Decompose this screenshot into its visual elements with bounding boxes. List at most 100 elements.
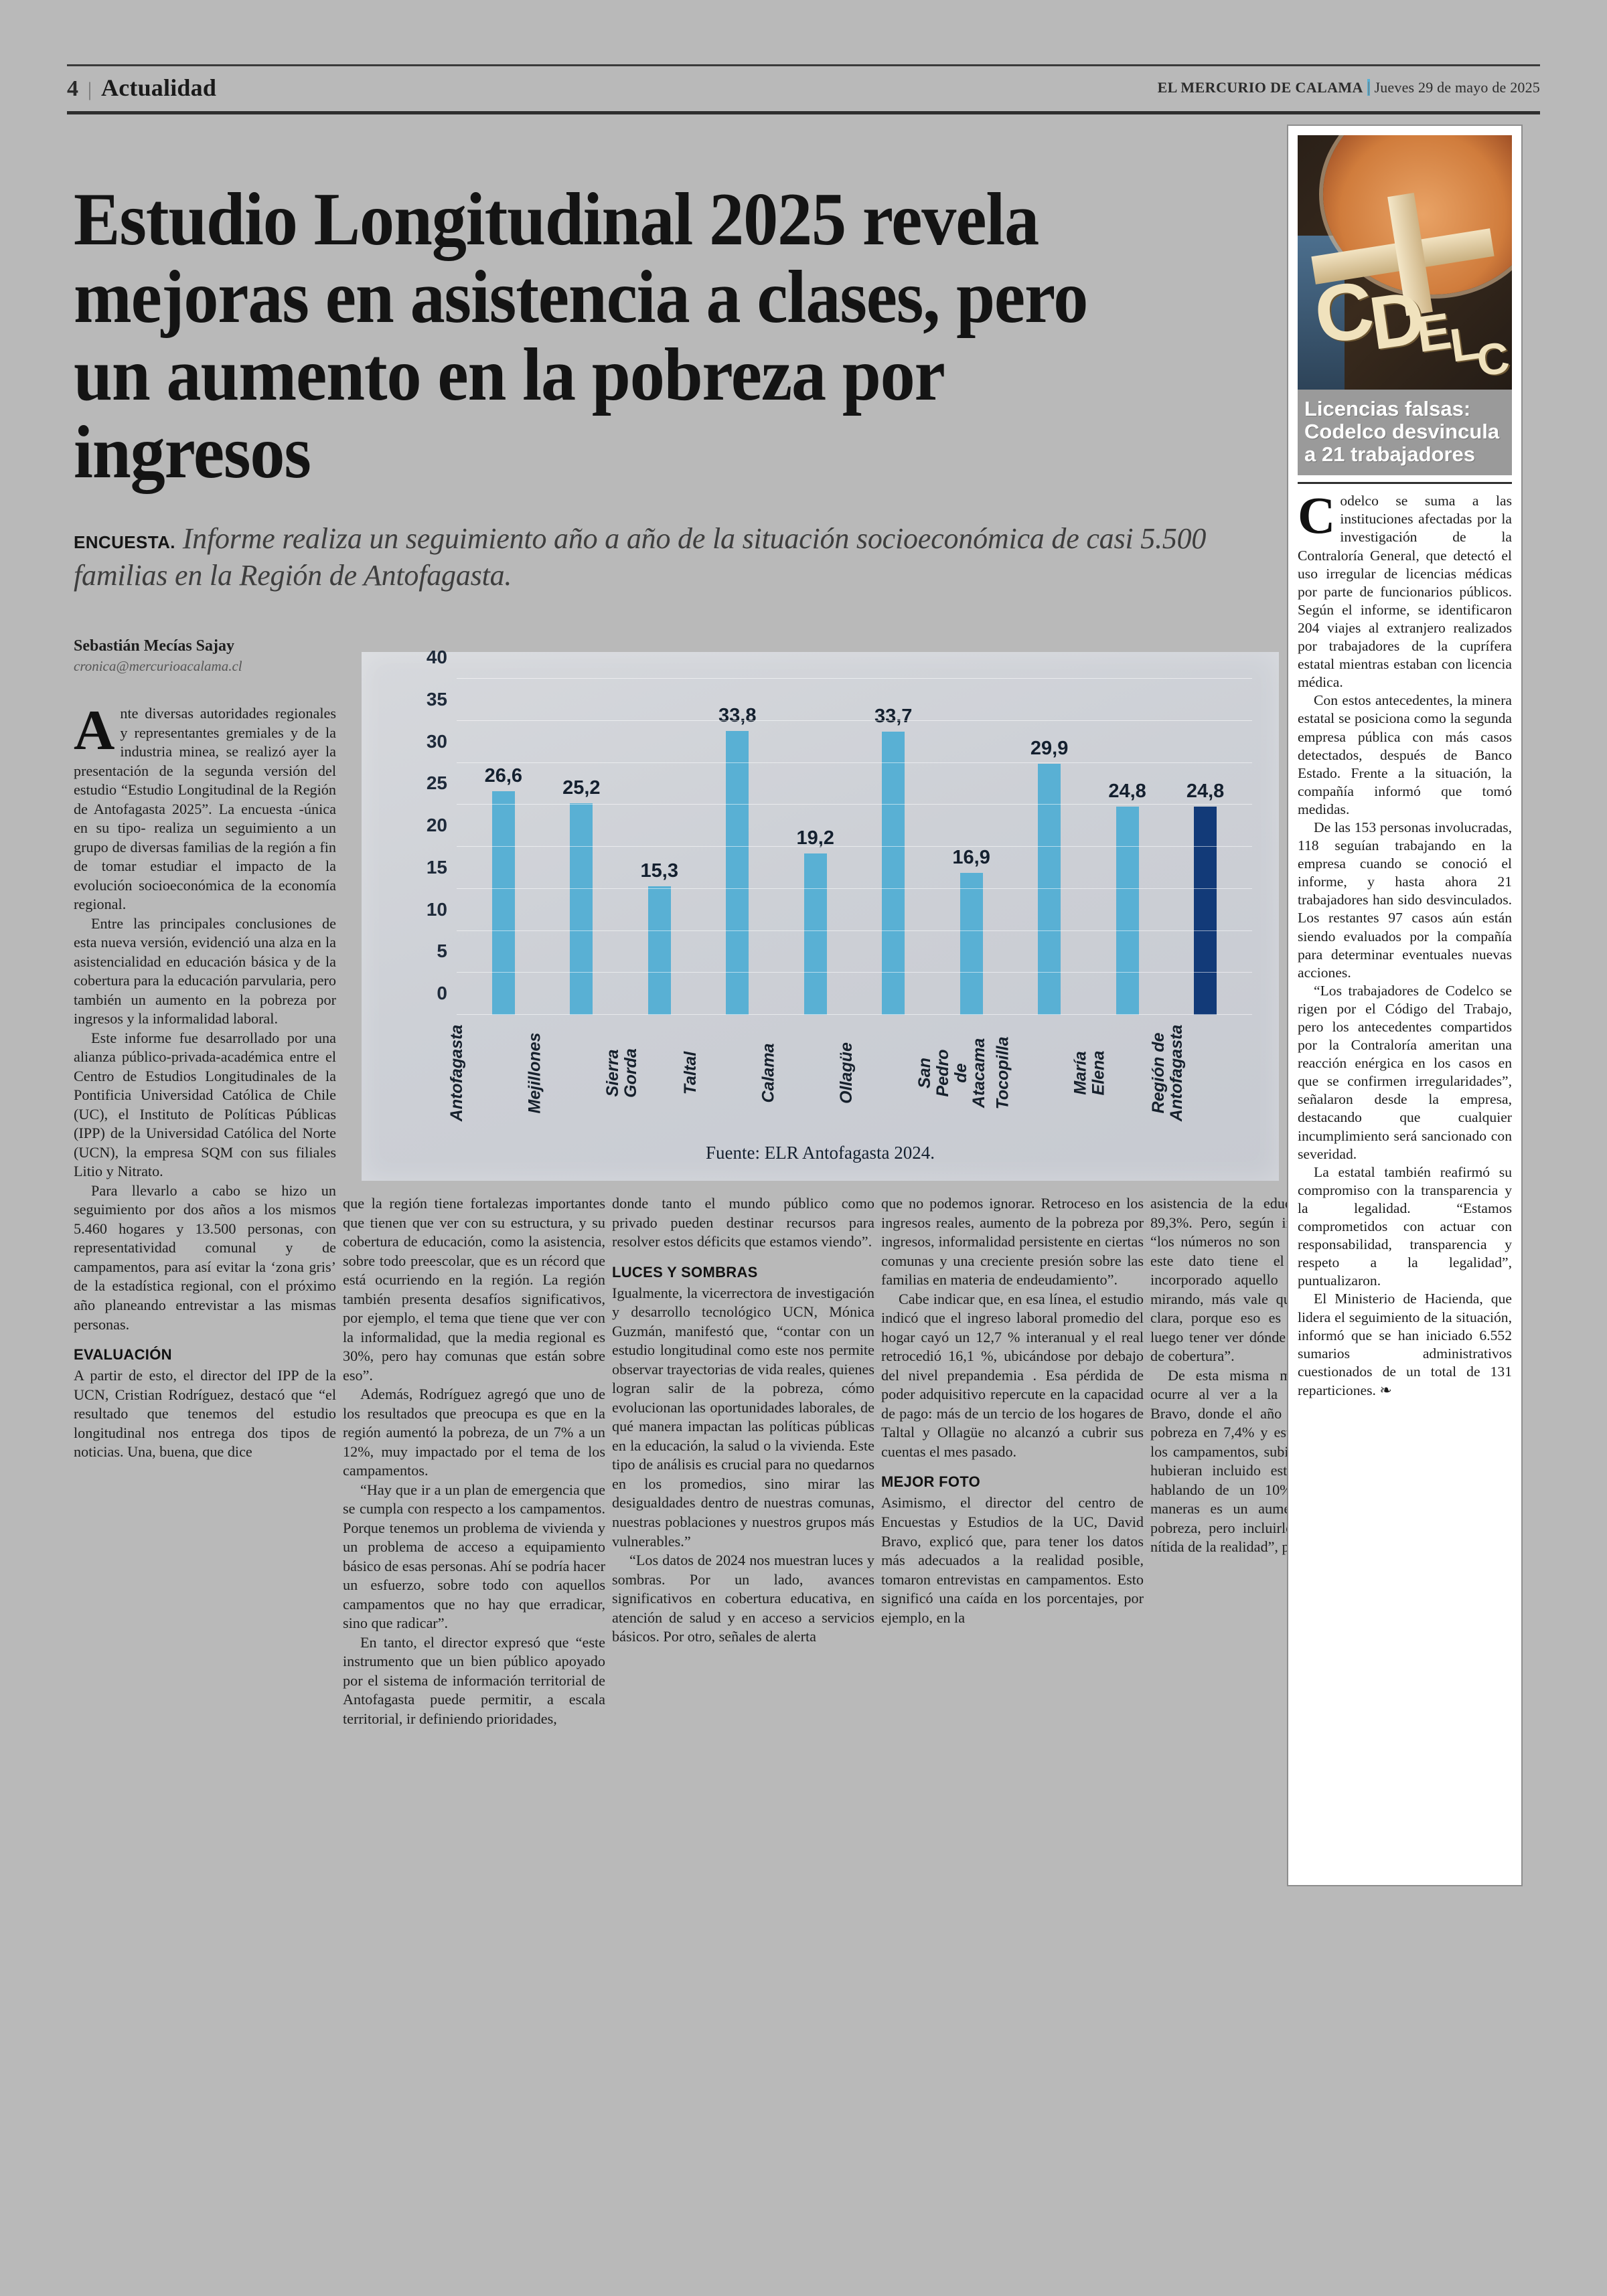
paragraph: Con estos antecedentes, la minera estata… <box>1298 691 1512 819</box>
chart-inner: 26,6 25,2 15,3 33,8 19,2 33,7 16,9 29,9 24,8 24,8… <box>362 647 1279 1181</box>
paragraph-text: Este informe fue desarrollado por una al… <box>74 1029 336 1180</box>
paragraph: donde tanto el mundo público como privad… <box>612 1194 874 1252</box>
section-name: Actualidad <box>101 74 217 101</box>
chart-gridline <box>457 762 1252 763</box>
paragraph-text: que no podemos ignorar. Retroceso en los… <box>881 1195 1144 1289</box>
paragraph-text: Asimismo, el director del centro de Encu… <box>881 1494 1144 1626</box>
chart-y-tick-label: 0 <box>437 983 447 1003</box>
paragraph-text: nte diversas autoridades regionales y re… <box>74 705 336 913</box>
chart-bar <box>1116 806 1139 1015</box>
paragraph: Entre las principales conclusiones de es… <box>74 914 336 1029</box>
chart-bar <box>1194 806 1217 1015</box>
paragraph-text: Además, Rodríguez agregó que uno de los … <box>343 1386 605 1479</box>
paragraph-text: Igualmente, la vicerrectora de investiga… <box>612 1284 874 1550</box>
paragraph-text: La estatal también reafirmó su compromis… <box>1298 1163 1512 1289</box>
paragraph-text: De las 153 personas involucradas, 118 se… <box>1298 819 1512 981</box>
chart-gridline <box>457 1014 1252 1015</box>
paragraph-text: Con estos antecedentes, la minera estata… <box>1298 692 1512 817</box>
drop-cap: A <box>74 699 115 762</box>
chart-gridline <box>457 720 1252 721</box>
lede-text: Informe realiza un seguimiento año a año… <box>74 522 1207 592</box>
paragraph: “Los trabajadores de Codelco se rigen po… <box>1298 982 1512 1163</box>
article-lede: ENCUESTA. Informe realiza un seguimiento… <box>74 521 1292 594</box>
paragraph-text: Cabe indicar que, en esa línea, el estud… <box>881 1290 1144 1460</box>
article-headline: Estudio Longitudinal 2025 revela mejoras… <box>74 178 1088 494</box>
chart-y-tick-label: 20 <box>426 815 447 835</box>
chart-bar-slot: 29,9 <box>1014 679 1084 1015</box>
subhead-luces-y-sombras: LUCES Y SOMBRAS <box>612 1263 758 1281</box>
chart-source: Fuente: ELR Antofagasta 2024. <box>706 1143 935 1163</box>
masthead: 4 | Actualidad EL MERCURIO DE CALAMA | Jue… <box>67 64 1540 114</box>
photo-letter-c2: C <box>1474 332 1512 386</box>
chart-bar-value-label: 33,8 <box>718 704 757 726</box>
author-email[interactable]: cronica@mercurioacalama.cl <box>74 658 242 674</box>
chart-bar-value-label: 19,2 <box>796 827 834 849</box>
chart-bar-slot: 33,8 <box>702 679 772 1015</box>
chart-bar-slot: 26,6 <box>469 679 538 1015</box>
masthead-left: 4 | Actualidad <box>67 74 216 102</box>
chart-y-tick-label: 35 <box>426 688 447 710</box>
masthead-right: EL MERCURIO DE CALAMA | Jueves 29 de mayo … <box>1158 79 1540 96</box>
paragraph: que no podemos ignorar. Retroceso en los… <box>881 1194 1144 1290</box>
chart-bar <box>804 853 827 1015</box>
chart-bar-slot: 15,3 <box>625 679 694 1015</box>
chart-y-tick-label: 25 <box>426 772 447 794</box>
chart-bar <box>960 872 983 1015</box>
chart-y-tick-label: 10 <box>426 898 447 920</box>
paragraph: Este informe fue desarrollado por una al… <box>74 1029 336 1181</box>
chart-y-tick-label: 30 <box>426 730 447 752</box>
body-column-2: que la región tiene fortalezas important… <box>343 1194 605 1728</box>
chart-bar-slot: 19,2 <box>781 679 850 1015</box>
chart-bar <box>647 886 671 1015</box>
chart-bar-value-label: 26,6 <box>484 765 523 787</box>
author-name: Sebastián Mecías Sajay <box>74 637 234 655</box>
chart-bar-value-label: 29,9 <box>1030 737 1069 759</box>
body-column-4: que no podemos ignorar. Retroceso en los… <box>881 1194 1144 1627</box>
chart-gridline <box>457 678 1252 679</box>
chart-bar-slot: 16,9 <box>937 679 1006 1015</box>
lede-kicker: ENCUESTA. <box>74 532 175 552</box>
subhead-evaluacion: EVALUACIÓN <box>74 1346 172 1364</box>
paragraph: Además, Rodríguez agregó que uno de los … <box>343 1385 605 1481</box>
chart-bars: 26,6 25,2 15,3 33,8 19,2 33,7 16,9 29,9 24,8 24,8 <box>457 679 1252 1015</box>
paragraph-text: donde tanto el mundo público como privad… <box>612 1195 874 1250</box>
chart-gridline <box>457 804 1252 805</box>
chart-bar <box>570 803 593 1015</box>
chart-gridline <box>457 930 1252 931</box>
chart-gridline <box>457 846 1252 847</box>
subhead-mejor-foto: MEJOR FOTO <box>881 1473 981 1491</box>
paragraph-text: “Hay que ir a un plan de emergencia que … <box>343 1481 605 1632</box>
drop-cap: C <box>1298 486 1336 545</box>
chart-bar <box>1038 763 1061 1015</box>
masthead-top-rule <box>67 64 1540 66</box>
masthead-bar: | <box>1367 79 1371 96</box>
paragraph: La estatal también reafirmó su compromis… <box>1298 1163 1512 1291</box>
paragraph-text: Entre las principales conclusiones de es… <box>74 914 336 1028</box>
end-mark: ❧ <box>1379 1381 1392 1398</box>
chart-bar-slot: 24,8 <box>1170 679 1240 1015</box>
page-folio: 4 <box>67 76 78 101</box>
chart-bar-value-label: 24,8 <box>1186 780 1225 802</box>
chart-bar-slot: 25,2 <box>546 679 616 1015</box>
chart-gridline <box>457 972 1252 973</box>
paragraph: Asimismo, el director del centro de Encu… <box>881 1493 1144 1627</box>
chart-bar-value-label: 15,3 <box>640 860 678 882</box>
chart-gridline <box>457 888 1252 889</box>
byline: Sebastián Mecías Sajay cronica@mercurioa… <box>74 637 335 675</box>
paragraph-text: “Los trabajadores de Codelco se rigen po… <box>1298 982 1512 1162</box>
paragraph: “Hay que ir a un plan de emergencia que … <box>343 1481 605 1633</box>
sidebar-article: C D E L C Licencias falsas: Codelco desv… <box>1287 125 1523 1886</box>
chart-bar <box>882 732 905 1015</box>
chart-bar <box>491 791 515 1015</box>
chart-y-tick-label: 15 <box>426 856 447 878</box>
paragraph: Cabe indicar que, en esa línea, el estud… <box>881 1290 1144 1462</box>
issue-date: Jueves 29 de mayo de 2025 <box>1374 79 1540 96</box>
paragraph: Para llevarlo a cabo se hizo un seguimie… <box>74 1181 336 1334</box>
sidebar-content: C D E L C Licencias falsas: Codelco desv… <box>1298 135 1512 1400</box>
sidebar-headline[interactable]: Licencias falsas: Codelco desvincula a 2… <box>1298 390 1512 476</box>
chart-x-label-slot: Región de Antofagasta <box>1149 1015 1240 1126</box>
paragraph-text: Para llevarlo a cabo se hizo un seguimie… <box>74 1181 336 1333</box>
chart-bar-value-label: 33,7 <box>874 706 913 728</box>
chart-y-tick-label: 40 <box>426 647 447 667</box>
